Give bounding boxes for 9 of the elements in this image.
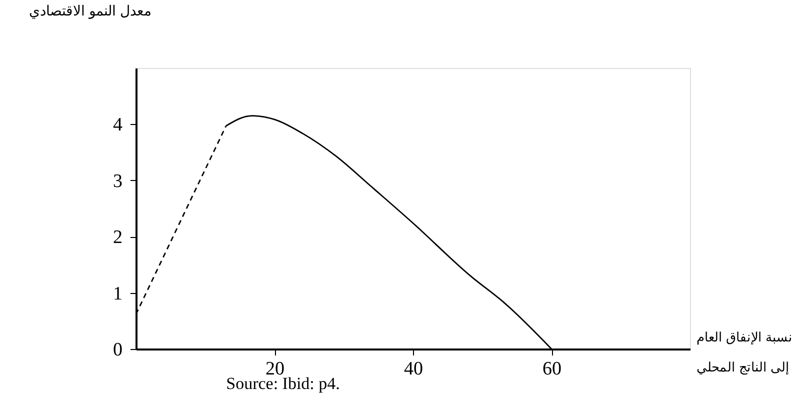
y-tick-label: 1 bbox=[113, 283, 122, 304]
x-axis-title: نسبة الإنفاق العام إلى الناتج المحلي bbox=[696, 330, 793, 376]
y-tick-label: 0 bbox=[113, 340, 122, 360]
y-tick-label: 4 bbox=[113, 114, 123, 136]
y-tick-label: 3 bbox=[113, 170, 122, 192]
y-axis-title: معدل النمو الاقتصادي bbox=[29, 2, 152, 20]
x-tick-label: 40 bbox=[404, 358, 423, 380]
x-tick-label: 60 bbox=[542, 358, 562, 380]
y-tick-label: 2 bbox=[113, 227, 122, 248]
